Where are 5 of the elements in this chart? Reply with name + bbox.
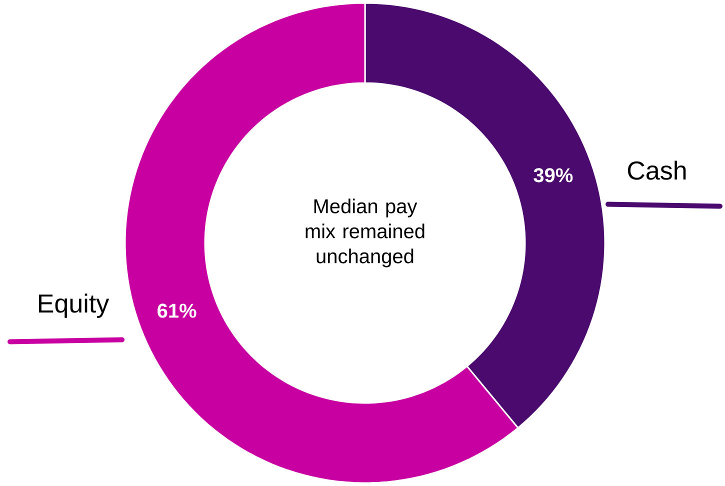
text: Median pay mix remained unchanged	[306, 198, 424, 268]
slice-label: Equity	[39, 294, 110, 318]
data-label: 39%	[534, 168, 573, 182]
slice-label: Cash	[628, 160, 686, 180]
data-label: 61%	[158, 304, 196, 318]
